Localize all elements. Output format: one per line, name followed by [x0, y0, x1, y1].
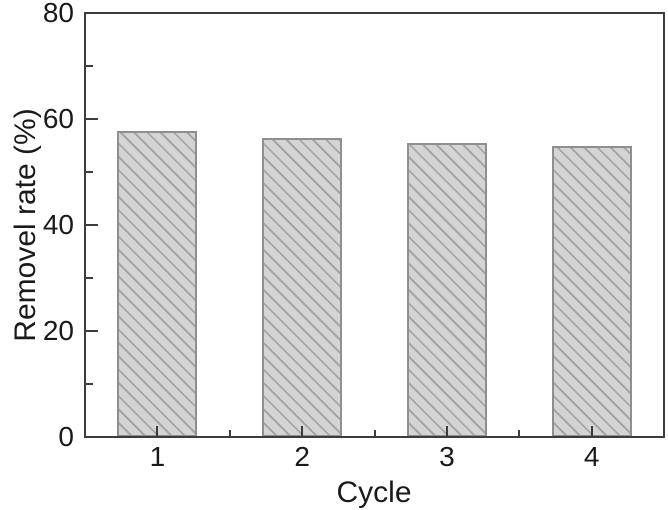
bar [262, 138, 343, 437]
y-tick-label: 40 [42, 209, 74, 240]
x-tick-label: 2 [294, 441, 310, 472]
y-tick [86, 330, 98, 332]
x-axis-title: Cycle [336, 476, 412, 509]
bar [117, 130, 198, 437]
y-tick [86, 224, 98, 226]
x-tick-minor [373, 430, 376, 436]
x-tick-label: 3 [439, 441, 455, 472]
y-tick [86, 12, 98, 14]
x-tick [301, 426, 304, 436]
y-tick [86, 118, 98, 120]
y-tick-minor [86, 383, 93, 385]
x-tick [156, 426, 159, 436]
x-tick [590, 426, 593, 436]
bar [551, 146, 632, 437]
y-tick-minor [86, 65, 93, 67]
x-tick [445, 426, 448, 436]
x-tick-minor [518, 430, 521, 436]
x-tick-label: 1 [149, 441, 166, 472]
plot-frame [84, 12, 665, 438]
x-tick-label: 4 [583, 441, 600, 472]
y-tick-minor [86, 171, 93, 173]
x-tick-minor [228, 430, 231, 436]
y-tick-label: 20 [42, 315, 74, 346]
y-tick-label: 0 [58, 421, 74, 452]
y-tick-label: 60 [42, 103, 74, 134]
bar [406, 142, 487, 437]
y-tick-minor [86, 277, 93, 279]
y-tick-label: 80 [42, 0, 74, 28]
